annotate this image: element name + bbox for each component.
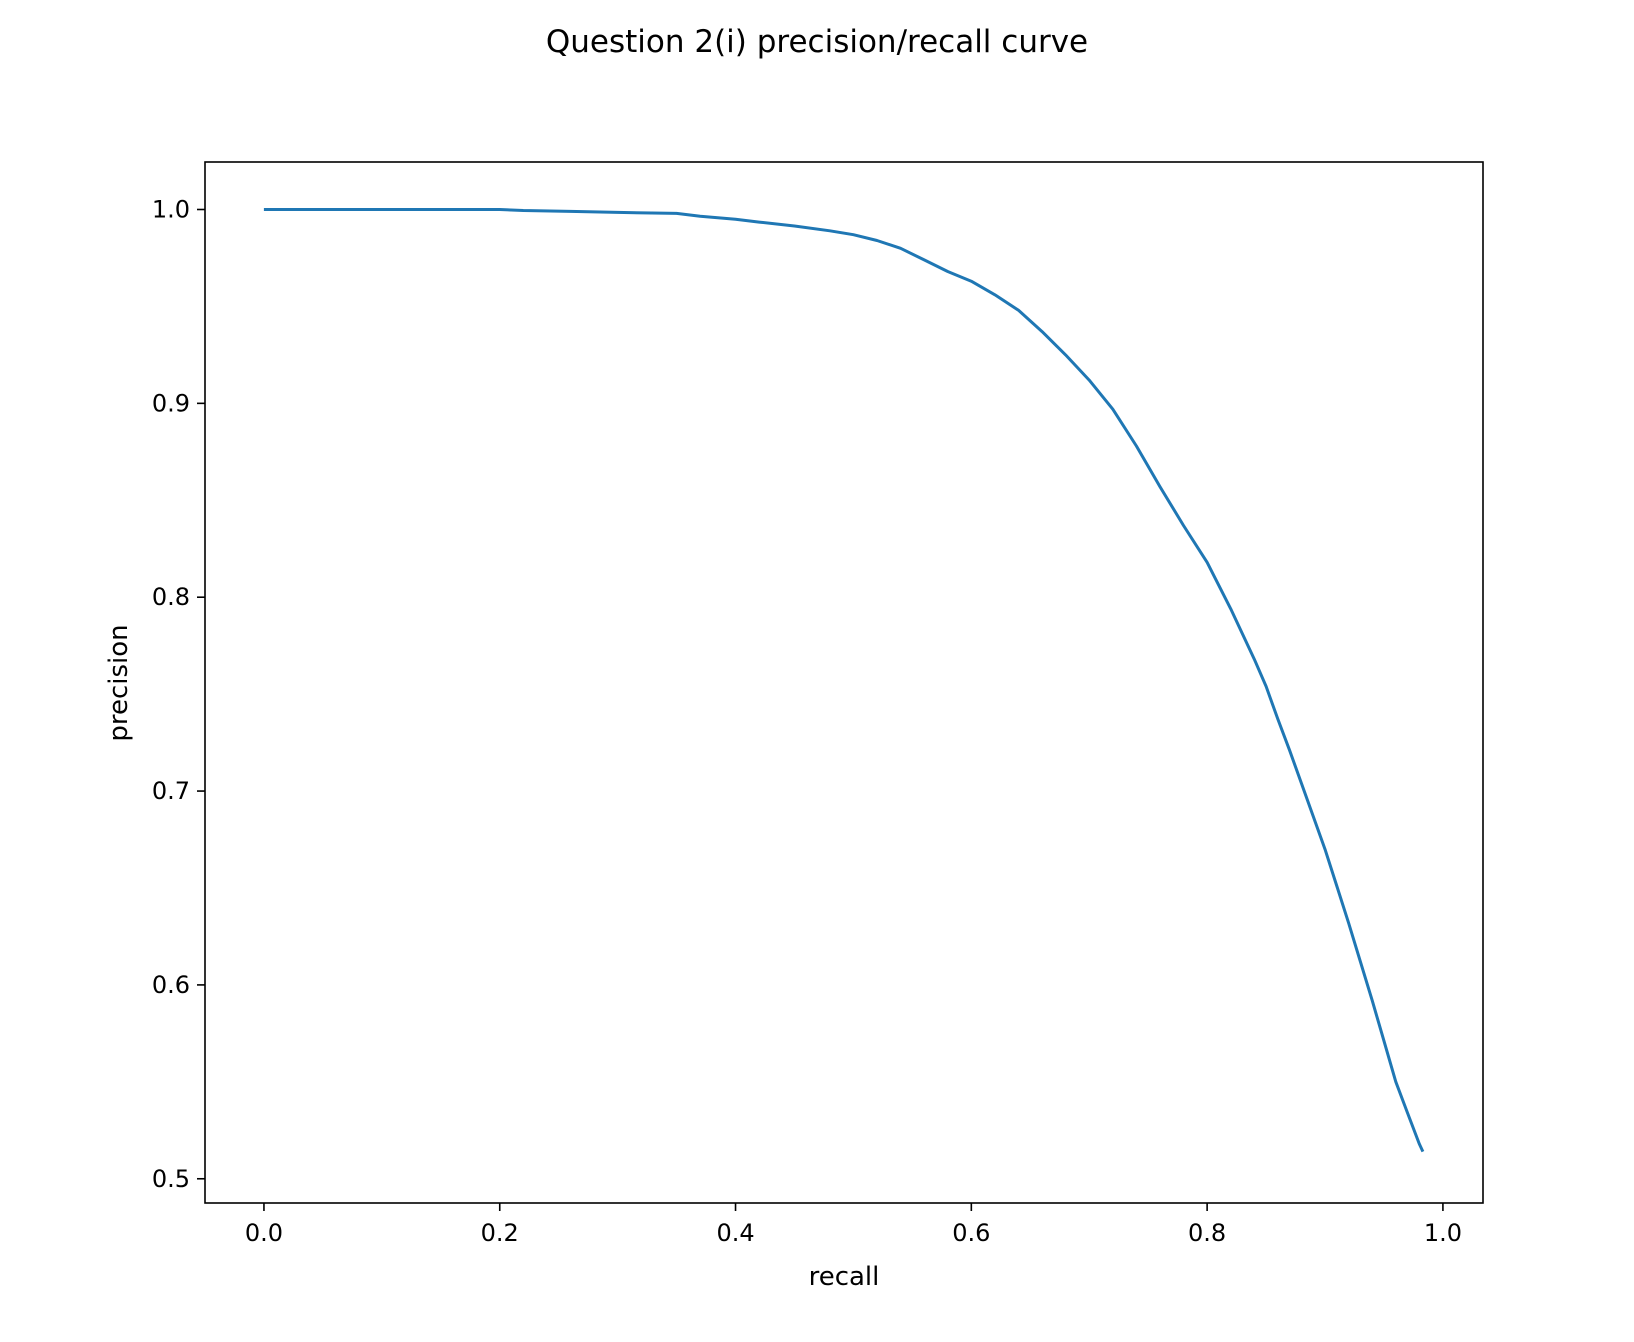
x-tick-label: 0.6 (952, 1219, 990, 1247)
y-tick-label: 1.0 (152, 195, 190, 223)
y-axis-label: precision (104, 624, 134, 741)
y-tick-label: 0.8 (152, 583, 190, 611)
x-tick-label: 1.0 (1424, 1219, 1462, 1247)
series-line-1 (263, 208, 1425, 1153)
y-axis: 0.5 0.6 0.7 0.8 0.9 1.0 (152, 195, 205, 1193)
x-tick-label: 0.0 (245, 1219, 283, 1247)
x-tick-label: 0.2 (481, 1219, 519, 1247)
x-tick-label: 0.4 (716, 1219, 754, 1247)
x-tick-label: 0.8 (1188, 1219, 1226, 1247)
y-tick-label: 0.6 (152, 971, 190, 999)
plot-area (263, 208, 1425, 1153)
chart-title: Question 2(i) precision/recall curve (546, 24, 1088, 60)
y-tick-label: 0.9 (152, 389, 190, 417)
y-tick-label: 0.7 (152, 777, 190, 805)
axes-frame (204, 161, 1484, 1204)
x-axis-label: recall (809, 1262, 880, 1292)
x-axis: 0.0 0.2 0.4 0.6 0.8 1.0 (245, 1203, 1462, 1247)
y-tick-label: 0.5 (152, 1165, 190, 1193)
